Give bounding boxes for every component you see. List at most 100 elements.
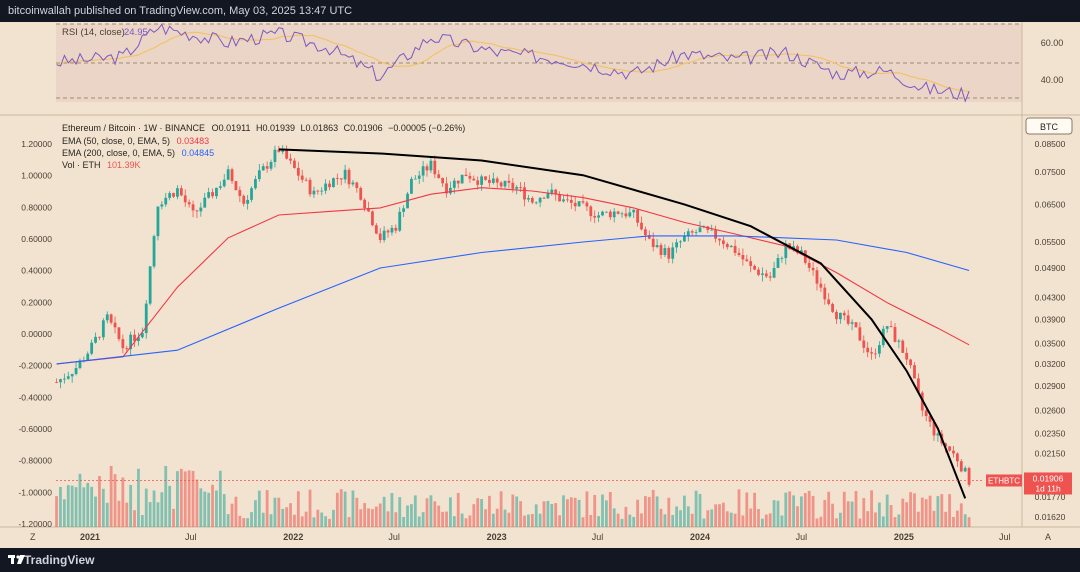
volume-bar [546,500,550,527]
volume-bar [129,484,133,527]
rsi-value: 24.95 [124,27,148,38]
candle-body [831,303,834,312]
price-tag-bg [1024,472,1072,495]
volume-bar [780,515,784,527]
time-axis[interactable]: 2021 Jul 2022 Jul 2023 Jul 2024 Jul 2025 Jul [80,532,1011,542]
candle-body [382,230,386,241]
candle-body [230,169,234,182]
left-axis-tick: -0.80000 [18,456,52,466]
volume-bar [877,502,881,527]
candle-body [686,231,690,236]
volume-bar [308,489,312,527]
candle-body [499,182,503,187]
candle-body [764,273,768,277]
brand-bar: TradingView [0,548,1080,572]
candles[interactable] [55,145,971,487]
volume-bar [831,503,834,527]
candle-body [616,211,620,214]
volume-bar [343,491,347,527]
volume-bar [928,495,932,527]
volume-bar [187,470,191,527]
volume-bar [390,493,394,527]
volume-bar [589,514,593,527]
volume-bar [955,510,959,527]
candle-body [488,179,491,183]
volume-bar [803,493,807,527]
candle-body [916,378,920,393]
candle-body [324,183,328,191]
candle-body [959,461,963,472]
candle-body [846,315,850,324]
volume-bar [113,474,117,527]
volume-bar [959,503,963,527]
corner-label-left[interactable]: Z [30,532,36,542]
currency-button[interactable] [1025,117,1073,135]
volume-bar [66,485,70,527]
volume-bar [870,490,873,527]
candle-body [893,327,897,342]
candle-body [897,340,901,342]
volume-bar [62,499,66,527]
left-axis-tick: -0.20000 [18,361,52,371]
volume-bar [569,497,573,527]
volume-bar [792,495,795,527]
candle-body [390,227,394,233]
candle-body [78,360,82,369]
candle-body [70,374,74,377]
candle-body [874,353,877,355]
candle-body [850,322,854,324]
candle-body [569,199,573,203]
candle-body [179,188,183,196]
chart-panel[interactable]: RSI (14, close) 24.95 60.00 40.00 Ethere… [0,22,1080,548]
volume-bar [226,514,230,527]
volume-bar [909,492,912,527]
volume-bar [257,490,261,527]
volume-bar [655,496,659,527]
rsi-line [56,23,970,103]
candle-body [955,453,959,462]
candle-body [948,446,951,451]
candle-body [636,209,640,223]
volume-bar [632,516,636,527]
candle-body [168,193,172,198]
volume-bar [207,492,211,527]
volume-bar [835,518,838,527]
left-axis-tick: -0.40000 [18,392,52,402]
volume-bar [363,503,367,527]
legend-ema50: EMA (50, close, 0, EMA, 5) 0.03483 [62,136,209,146]
candle-body [562,199,565,202]
volume-bar [940,494,944,527]
volume-bar [718,504,721,527]
volume-bar [191,470,195,527]
candle-body [101,320,105,338]
candle-body [289,158,292,161]
price-tag-countdown: 1d 11h [1035,483,1061,493]
candle-body [367,208,370,212]
volume-bar [815,518,819,527]
candle-body [398,211,402,231]
volume-bar [784,492,788,527]
candle-body [211,192,214,197]
right-axis-tick: 0.06500 [1035,199,1066,209]
candle-body [733,245,737,253]
candle-body [527,197,530,200]
volume-bar [312,517,316,527]
volume-bar [168,485,172,527]
candle-body [359,188,363,200]
volume-bar [140,515,144,527]
volume-bar [437,505,441,527]
candle-body [675,242,679,248]
volume-bar [881,516,885,527]
chart-svg[interactable]: RSI (14, close) 24.95 60.00 40.00 Ethere… [0,22,1080,548]
right-axis[interactable]: 0.08500 0.07500 0.06500 0.05500 0.04900 0.043… [1035,139,1066,522]
candle-body [573,202,577,207]
corner-label-right[interactable]: A [1045,532,1051,542]
volume-bar [82,487,86,527]
candle-body [371,211,374,226]
candle-body [207,192,211,198]
volume-bar [659,508,663,527]
candle-body [725,243,729,248]
volume-bar [328,518,331,527]
right-axis-tick: 0.03500 [1035,339,1066,349]
candle-body [425,166,429,171]
